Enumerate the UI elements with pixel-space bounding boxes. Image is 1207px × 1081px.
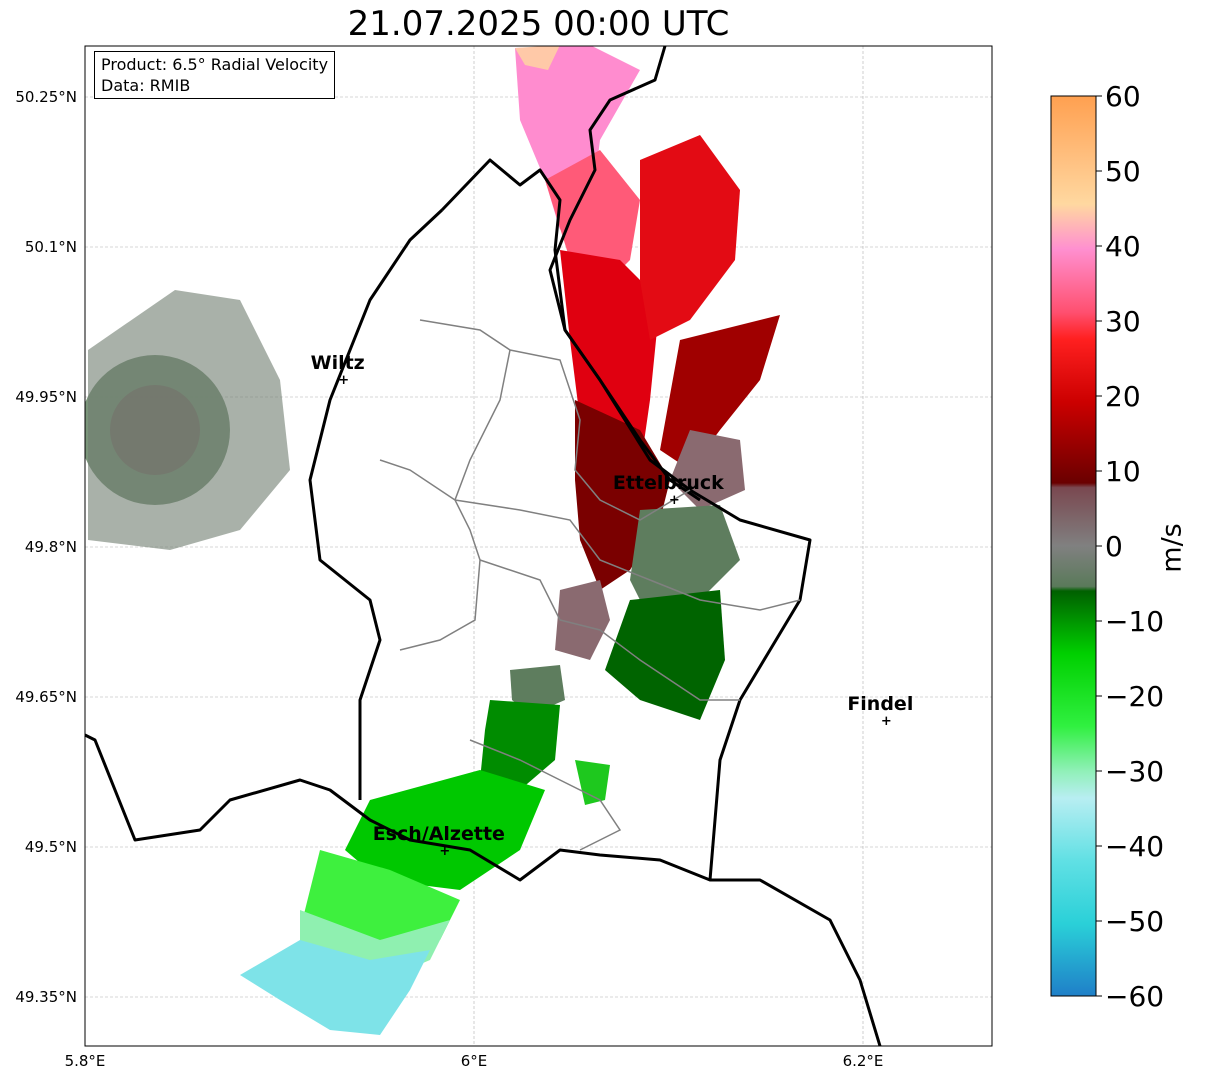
lon-tick-label: 6°E bbox=[461, 1052, 488, 1070]
echo-green-mid bbox=[480, 700, 560, 790]
velocity-echoes bbox=[240, 46, 780, 1035]
french-border bbox=[710, 878, 882, 1047]
radar-clutter bbox=[85, 290, 290, 550]
lon-tick-label: 6.2°E bbox=[843, 1052, 884, 1070]
colorbar-tick: 50 bbox=[1105, 155, 1141, 188]
colorbar-tick: 40 bbox=[1105, 230, 1141, 263]
plot-frame bbox=[84, 45, 993, 1047]
city-marker-plus: + bbox=[669, 493, 680, 508]
product-label: Product: 6.5° Radial Velocity bbox=[101, 55, 329, 74]
colorbar-tick: −40 bbox=[1105, 830, 1164, 863]
colorbar bbox=[1050, 95, 1097, 997]
colorbar-tick: 30 bbox=[1105, 305, 1141, 338]
product-info-box: Product: 6.5° Radial Velocity Data: RMIB bbox=[94, 51, 336, 99]
lat-tick-label: 49.95°N bbox=[15, 388, 77, 406]
colorbar-tick: −10 bbox=[1105, 605, 1164, 638]
german-border bbox=[548, 45, 701, 502]
data-source-label: Data: RMIB bbox=[101, 76, 191, 95]
echo-red-branch bbox=[640, 135, 740, 340]
echo-dark-green bbox=[605, 590, 725, 720]
lat-tick-label: 49.8°N bbox=[25, 538, 77, 556]
echo-cyan bbox=[240, 940, 430, 1035]
colorbar-tick: 0 bbox=[1105, 530, 1123, 563]
city-label: Findel bbox=[847, 693, 913, 715]
city-label: Esch/Alzette bbox=[373, 823, 505, 845]
lat-tick-label: 49.65°N bbox=[15, 688, 77, 706]
colorbar-tick: −30 bbox=[1105, 755, 1164, 788]
lat-tick-label: 49.35°N bbox=[15, 988, 77, 1006]
echo-light-peach bbox=[515, 46, 560, 70]
colorbar-tick: −20 bbox=[1105, 680, 1164, 713]
colorbar-tick: −60 bbox=[1105, 980, 1164, 1013]
colorbar-unit-label: m/s bbox=[1156, 523, 1188, 573]
colorbar-tick-labels: 60 50 40 30 20 10 0 −10 −20 −30 −40 −50 −60 bbox=[1096, 80, 1164, 1013]
colorbar-tick: 60 bbox=[1105, 80, 1141, 113]
axis-tick-labels: 5.6°E5.8°E6°E6.2°E6.4°E6.6°E50.25°N50.1°… bbox=[15, 88, 884, 1070]
colorbar-tick: 20 bbox=[1105, 380, 1141, 413]
city-markers: +Wiltz+Ettelbruck+Findel+Esch/Alzette bbox=[311, 352, 914, 859]
city-marker-plus: + bbox=[338, 373, 349, 388]
canton-boundaries bbox=[379, 319, 801, 851]
echo-gray-green bbox=[630, 505, 740, 620]
luxembourg-border bbox=[84, 158, 812, 882]
map-title: 21.07.2025 00:00 UTC bbox=[347, 4, 730, 44]
city-marker-plus: + bbox=[881, 714, 892, 729]
city-marker-plus: + bbox=[439, 844, 450, 859]
colorbar-tick: 10 bbox=[1105, 455, 1141, 488]
city-label: Wiltz bbox=[311, 352, 365, 374]
echo-mauve-lower bbox=[555, 580, 610, 660]
lat-tick-label: 49.5°N bbox=[25, 838, 77, 856]
echo-bright-green bbox=[345, 770, 545, 890]
echo-scattered-green bbox=[575, 760, 610, 805]
colorbar-tick: −50 bbox=[1105, 905, 1164, 938]
lon-tick-label: 5.8°E bbox=[65, 1052, 106, 1070]
lat-tick-label: 50.1°N bbox=[25, 238, 77, 256]
city-label: Ettelbruck bbox=[613, 472, 724, 494]
lat-tick-label: 50.25°N bbox=[15, 88, 77, 106]
